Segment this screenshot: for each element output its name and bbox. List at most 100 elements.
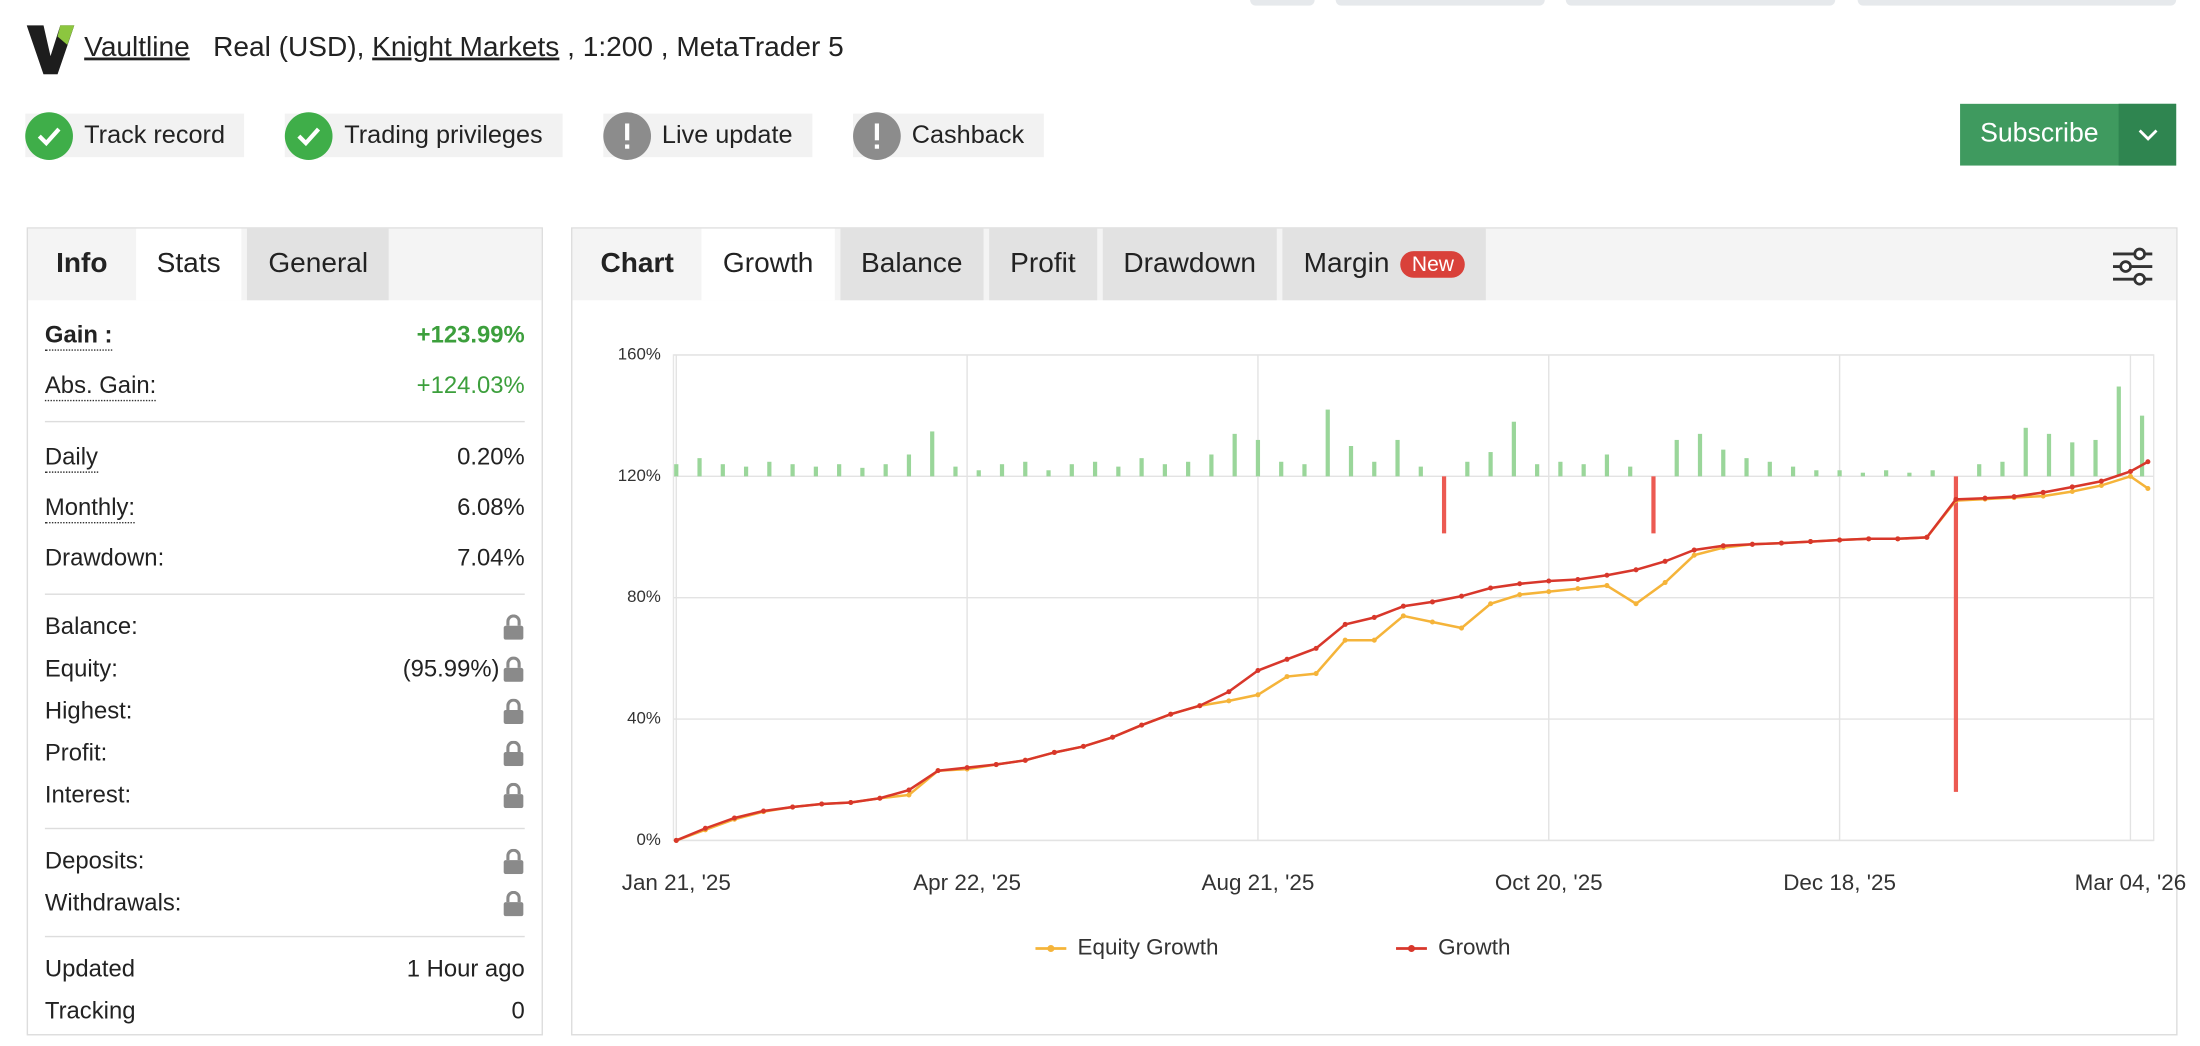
lock-icon [503,698,524,724]
warning-icon [602,111,651,160]
broker-link[interactable]: Knight Markets [372,32,560,64]
account-type: Real (USD), [213,32,365,64]
lock-shackle [506,614,521,626]
stats-panel: Info Stats General Gain : +123.99% Abs. Gain… [26,227,543,1036]
tab-label: Growth [722,248,814,280]
badge-label: Cashback [911,120,1025,149]
stats-row: Deposits: [45,840,525,882]
lock-shackle [506,740,521,753]
lock-shackle [506,848,521,861]
stats-row: Daily 0.20% [44,432,525,483]
stats-label: Monthly: [44,493,136,523]
panel-title: Info [56,248,108,280]
brand-link[interactable]: Vaultline [84,32,190,64]
stats-row: Updated 1 Hour ago [45,948,525,990]
tab[interactable]: Drawdown [1102,228,1278,301]
subscribe-dropdown[interactable] [2118,103,2177,166]
stats-group: Balance: Equity: (95.99%) Highest: Profit: In… [44,595,525,830]
tab-label: Drawdown [1123,248,1256,280]
lock-icon [503,848,524,875]
stats-row: Monthly: 6.08% [44,483,525,534]
subscribe-button[interactable]: Subscribe [1960,103,2177,166]
icon-glyph [37,126,61,146]
lock-body [503,667,524,682]
stats-value: +123.99% [416,321,525,348]
stats-value: 7.04% [457,544,525,572]
stats-group: Gain : +123.99% Abs. Gain: +124.03% [44,300,525,423]
stats-value-wrap: 0 [511,998,524,1026]
tab[interactable]: Margin New [1282,228,1487,301]
icon-glyph [874,122,879,149]
warning-icon [852,111,901,160]
stats-row: Highest: [45,690,525,732]
stats-label: Balance: [44,613,138,640]
stats-label: Deposits: [44,847,145,875]
lock-body [503,709,524,724]
tab[interactable]: Growth [701,228,835,301]
stats-row: Abs. Gain: +124.03% [44,361,525,412]
tab[interactable]: General [247,228,390,301]
stats-group: Daily 0.20% Monthly: 6.08% Drawdown: 7.04% [44,422,525,595]
stats-group: Updated 1 Hour ago Tracking 0 [45,937,525,1044]
badge-label: Track record [84,120,225,149]
lock-body [503,902,524,917]
lock-shackle [506,698,521,710]
stats-row: Interest: [45,774,525,816]
badge: Track record [25,111,245,160]
stats-row: Equity: (95.99%) [45,648,525,690]
tab-label: General [268,248,369,280]
stats-label: Equity: [44,655,118,682]
new-badge: New [1400,251,1466,278]
stats-label: Daily [44,443,98,473]
badge: Live update [602,111,813,160]
lock-shackle [506,656,521,668]
tab[interactable]: Balance [840,228,984,301]
stats-label: Gain : [44,321,113,351]
stats-value: 0.20% [457,443,525,471]
lock-icon [503,740,524,767]
tab-label: Stats [156,248,221,280]
lock-icon [503,614,524,640]
stats-value-wrap [499,698,524,724]
check [297,126,321,146]
bang-dot [624,143,629,149]
badge-label: Trading privileges [344,120,543,149]
stats-value-wrap [499,740,524,767]
stats-row: Gain : +123.99% [44,310,525,361]
top-tab [1250,0,1315,6]
icon-glyph [624,122,629,149]
stats-row: Balance: [45,606,525,648]
subscribe-label: Subscribe [1980,119,2099,149]
stats-value-wrap [499,890,524,917]
stats-value: 1 Hour ago [406,955,525,983]
top-tab [1857,0,2177,6]
stats-value: 6.08% [457,493,525,521]
badge: Trading privileges [285,111,563,160]
stats-group: Deposits: Withdrawals: [44,829,525,938]
stats-row: Withdrawals: [45,883,525,925]
settings-icon[interactable] [2112,246,2154,288]
icon-glyph [297,126,321,146]
stats-label: Tracking [44,997,136,1025]
stats-label: Drawdown: [44,544,165,572]
stats-label: Profit: [44,739,108,767]
tab[interactable]: Profit [989,228,1097,301]
stats-value-wrap [499,782,524,809]
tab-label: Profit [1010,248,1076,280]
lock-body [503,860,524,875]
tab[interactable]: Stats [135,228,242,301]
panel-title: Chart [600,248,674,280]
stats-label: Withdrawals: [44,889,182,917]
tab-label: Margin [1303,248,1390,280]
stats-value-wrap: 0.20% [457,443,525,471]
stats-value-wrap: 1 Hour ago [407,955,525,983]
check-icon [25,111,73,160]
stats-label: Interest: [44,781,132,809]
bang [874,122,879,140]
lock-body [503,794,524,809]
badges: Track record Trading privileges Live updat… [25,111,1084,160]
check [37,126,61,146]
account-header: Vaultline Real (USD), Knight Markets , 1… [84,32,844,64]
stats-value-wrap [499,614,524,640]
lock-icon [503,656,524,682]
